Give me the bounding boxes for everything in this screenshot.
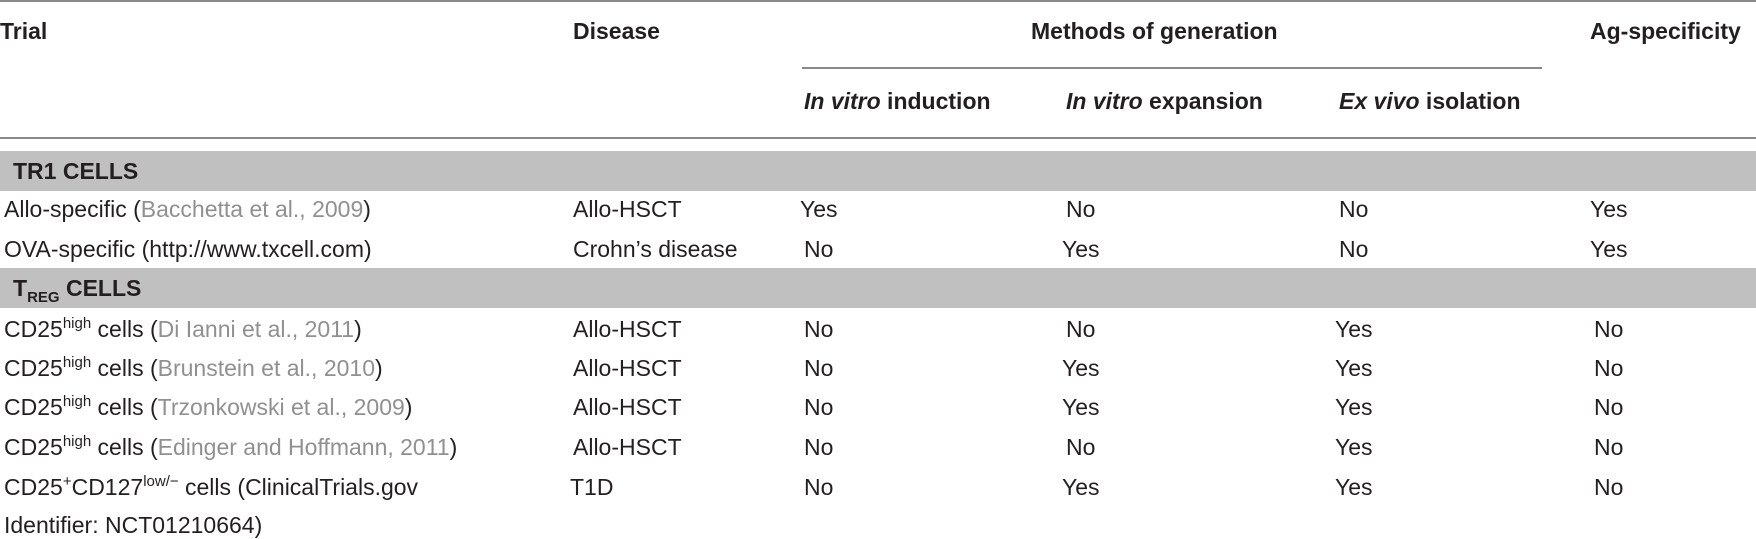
table-cell-disease: T1D [570,474,614,500]
table-cell-disease: Allo-HSCT [573,316,682,342]
reference-link[interactable]: Trzonkowski et al., 2009 [157,394,405,420]
table-cell-induction: Yes [800,196,838,222]
table-row-trial-continued: Identifier: NCT01210664) [4,512,263,538]
table-row-trial: CD25high cells (Di Ianni et al., 2011) [4,315,362,342]
table-cell-induction: No [804,236,834,262]
header-disease: Disease [573,18,660,44]
top-rule [0,0,1756,2]
table-cell-isolation: No [1339,236,1369,262]
header-ex-vivo-isolation: Ex vivo isolation [1339,88,1521,114]
table-cell-expansion: No [1066,196,1096,222]
table-cell-isolation: Yes [1335,355,1373,381]
header-ag-specificity: Ag-specificity [1590,18,1741,44]
reference-link[interactable]: Brunstein et al., 2010 [157,355,375,381]
table-cell-expansion: Yes [1062,355,1100,381]
table-cell-disease: Crohn’s disease [573,236,738,262]
header-rule [0,137,1756,139]
methods-rule [802,67,1542,69]
section-title-treg: TREG CELLS [13,275,142,306]
table-cell-induction: No [804,316,834,342]
table-cell-disease: Allo-HSCT [573,434,682,460]
table-row-trial: CD25high cells (Edinger and Hoffmann, 20… [4,433,458,460]
section-band-treg [0,268,1756,308]
table-cell-induction: No [804,394,834,420]
header-methods: Methods of generation [1031,18,1278,44]
table-cell-induction: No [804,355,834,381]
table-cell-disease: Allo-HSCT [573,394,682,420]
table-cell-induction: No [804,474,834,500]
section-band-tr1 [0,151,1756,191]
table-cell-ag: No [1594,355,1624,381]
section-title-tr1: TR1 CELLS [13,158,139,184]
table-cell-isolation: Yes [1335,394,1373,420]
table-cell-expansion: Yes [1062,474,1100,500]
reference-link[interactable]: Edinger and Hoffmann, 2011 [157,434,450,460]
table-cell-isolation: Yes [1335,474,1373,500]
table-cell-expansion: No [1066,434,1096,460]
table-cell-ag: No [1594,434,1624,460]
table-cell-ag: No [1594,316,1624,342]
table-cell-expansion: Yes [1062,394,1100,420]
table-cell-induction: No [804,434,834,460]
header-trial: Trial [0,18,48,44]
reference-link[interactable]: Bacchetta et al., 2009 [140,196,364,222]
table-cell-isolation: No [1339,196,1369,222]
table-cell-expansion: Yes [1062,236,1100,262]
header-in-vitro-induction: In vitro induction [804,88,991,114]
table-row-trial: CD25high cells (Trzonkowski et al., 2009… [4,393,413,420]
table-row-trial: Allo-specific (Bacchetta et al., 2009) [4,196,371,222]
table-row-trial: CD25high cells (Brunstein et al., 2010) [4,354,383,381]
table-row-trial: OVA-specific (http://www.txcell.com) [4,236,372,262]
table-cell-ag: Yes [1590,196,1628,222]
table-cell-disease: Allo-HSCT [573,355,682,381]
table-cell-ag: No [1594,394,1624,420]
table-cell-ag: Yes [1590,236,1628,262]
table-row-trial: CD25+CD127low/− cells (ClinicalTrials.go… [4,473,419,500]
reference-link[interactable]: Di Ianni et al., 2011 [157,316,355,342]
table-cell-expansion: No [1066,316,1096,342]
table-cell-isolation: Yes [1335,316,1373,342]
table-cell-ag: No [1594,474,1624,500]
table-cell-disease: Allo-HSCT [573,196,682,222]
table-cell-isolation: Yes [1335,434,1373,460]
header-in-vitro-expansion: In vitro expansion [1066,88,1263,114]
